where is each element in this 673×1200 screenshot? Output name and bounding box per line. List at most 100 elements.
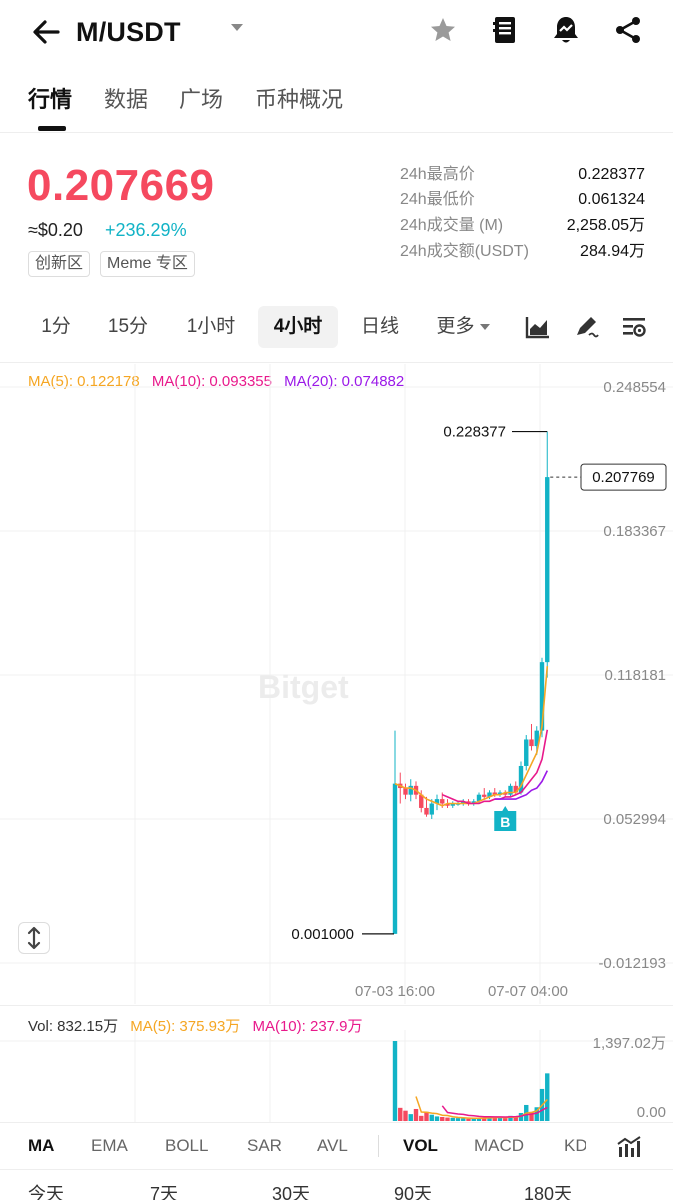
tab-square[interactable]: 广场: [179, 87, 224, 112]
indicator-avl[interactable]: AVL: [317, 1136, 348, 1155]
volume-bar: [492, 1117, 497, 1121]
period-row: 今天 7天 30天 90天 180天: [0, 1182, 673, 1200]
interval-1h[interactable]: 1小时: [186, 316, 236, 337]
indicator-ema[interactable]: EMA: [91, 1136, 128, 1155]
indicator-vol[interactable]: VOL: [403, 1136, 438, 1155]
candle-body: [429, 803, 434, 815]
volume-chart: 1,397.02万 0.00: [0, 1030, 673, 1122]
volume-bar: [513, 1116, 518, 1121]
y-axis-tick-label: 0.248554: [603, 379, 666, 396]
y-axis-tick-label: 0.052994: [603, 811, 666, 828]
volume-ma5-line: [415, 1096, 548, 1120]
stat-label-high: 24h最高价: [400, 166, 475, 183]
share-icon[interactable]: [613, 14, 643, 46]
interval-1m[interactable]: 1分: [41, 316, 71, 337]
star-icon[interactable]: [428, 14, 458, 46]
tab-coin-overview[interactable]: 币种概况: [255, 87, 344, 112]
buy-marker-label: B: [500, 814, 510, 830]
period-today[interactable]: 今天: [28, 1184, 64, 1200]
back-arrow-icon[interactable]: [28, 14, 64, 50]
indicator-ma[interactable]: MA: [28, 1136, 55, 1155]
period-7d[interactable]: 7天: [150, 1184, 179, 1200]
ma-legend: MA(5): 0.122178 MA(10): 0.093355 MA(20):…: [28, 372, 412, 392]
last-price: 0.207669: [27, 161, 215, 210]
indicator-boll[interactable]: BOLL: [165, 1136, 209, 1155]
stat-label-volume: 24h成交量 (M): [400, 217, 504, 234]
stat-value-volume: 2,258.05万: [566, 217, 645, 234]
volume-bar: [434, 1116, 440, 1121]
tag-meme-zone[interactable]: Meme 专区: [100, 251, 195, 277]
volume-ma-lines: [415, 1096, 548, 1120]
active-tab-indicator: [38, 126, 66, 131]
volume-y-top-label: 1,397.02万: [593, 1035, 666, 1052]
vol-legend-value: Vol: 832.15万: [28, 1018, 119, 1035]
price-alert-bell-icon[interactable]: [551, 14, 581, 46]
chart-settings-icon[interactable]: [620, 313, 648, 341]
candle-body: [518, 765, 524, 793]
volume-y-bottom-label: 0.00: [637, 1104, 666, 1121]
chart-type-icon[interactable]: [524, 313, 552, 341]
tab-data[interactable]: 数据: [104, 87, 149, 112]
volume-bar: [482, 1117, 487, 1121]
tab-market[interactable]: 行情: [28, 87, 73, 112]
candle-body: [471, 801, 476, 804]
candle-body: [513, 785, 518, 793]
candle-body: [529, 739, 534, 747]
divider: [0, 132, 673, 133]
candle-body: [440, 799, 445, 804]
x-axis-labels: 07-03 16:00 07-07 04:00: [355, 983, 568, 1000]
candle-body: [403, 788, 408, 795]
interval-15m[interactable]: 15分: [107, 316, 149, 337]
candle-body: [408, 785, 413, 795]
pair-title[interactable]: M/USDT: [76, 17, 181, 47]
resize-chart-button[interactable]: [18, 922, 50, 954]
ma20-legend: MA(20): 0.074882: [284, 373, 405, 390]
indicator-settings-icon[interactable]: [616, 1135, 642, 1159]
volume-bar: [466, 1118, 471, 1121]
indicator-bar: MA EMA BOLL SAR AVL VOL MACD KD: [0, 1122, 673, 1170]
volume-bar: [419, 1115, 424, 1121]
notes-icon[interactable]: [490, 14, 520, 46]
indicator-sar[interactable]: SAR: [247, 1136, 282, 1155]
volume-bar: [429, 1114, 434, 1121]
y-axis-tick-label: 0.183367: [603, 523, 666, 540]
annotations: 0.228377 0.001000 0.207769 B: [291, 424, 667, 943]
divider: [0, 362, 673, 363]
main-tabs: 行情 数据 广场 币种概况: [0, 78, 673, 134]
volume-bar: [497, 1117, 503, 1121]
candle-body: [461, 801, 466, 804]
interval-4h[interactable]: 4小时: [258, 306, 338, 348]
interval-more-label: 更多: [436, 316, 475, 337]
ma5-legend: MA(5): 0.122178: [28, 373, 140, 390]
period-30d[interactable]: 30天: [272, 1184, 311, 1200]
indicator-divider: [378, 1135, 379, 1157]
volume-legend: Vol: 832.15万 MA(5): 375.93万 MA(10): 237.…: [28, 1017, 371, 1037]
volume-bar: [476, 1117, 482, 1121]
volume-grid: [0, 1030, 673, 1122]
current-price-box: [580, 463, 667, 491]
header: M/USDT: [0, 0, 673, 64]
drawing-tool-icon[interactable]: [572, 313, 600, 341]
volume-bar: [529, 1111, 534, 1121]
candlestick-chart[interactable]: Bitget 0.248554 0.183367 0.118181 0.052994 -…: [0, 364, 673, 1004]
pair-dropdown-icon[interactable]: [231, 24, 243, 31]
volume-bar: [503, 1118, 508, 1121]
vol-ma10-legend: MA(10): 237.9万: [252, 1018, 363, 1035]
period-90d[interactable]: 90天: [394, 1184, 433, 1200]
interval-1d[interactable]: 日线: [360, 316, 399, 337]
volume-bar: [445, 1117, 450, 1121]
period-180d[interactable]: 180天: [524, 1184, 573, 1200]
y-axis-labels: 0.248554 0.183367 0.118181 0.052994 -0.01219…: [598, 379, 666, 972]
indicator-macd[interactable]: MACD: [474, 1136, 525, 1155]
volume-bar: [461, 1118, 466, 1121]
candle-body: [419, 794, 424, 808]
interval-more[interactable]: 更多: [428, 306, 498, 348]
vertical-arrows-icon: [27, 926, 41, 950]
candle-body: [392, 783, 398, 934]
vol-ma5-legend: MA(5): 375.93万: [130, 1018, 241, 1035]
divider: [0, 1005, 673, 1006]
tag-innovation-zone[interactable]: 创新区: [28, 251, 91, 277]
chart-grid: [0, 364, 673, 1004]
y-axis-tick-label: 0.118181: [605, 667, 666, 684]
indicator-kd[interactable]: KD: [564, 1136, 586, 1155]
